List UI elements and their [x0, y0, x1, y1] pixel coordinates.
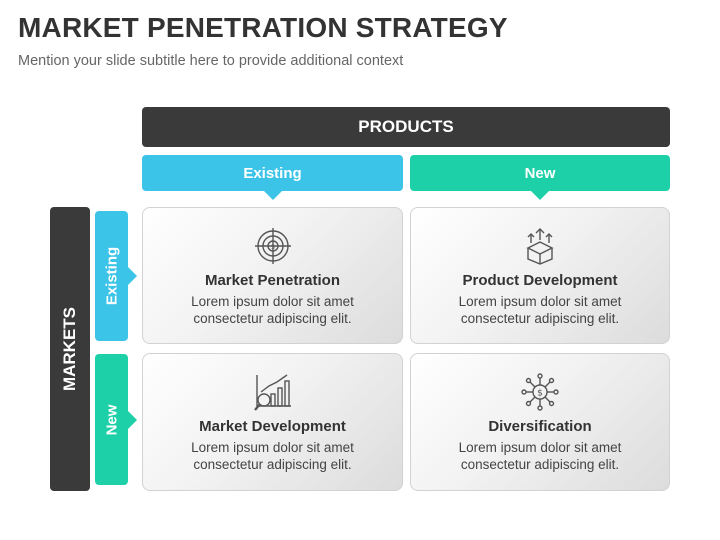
cell-desc-line2: consectetur adipiscing elit. [460, 311, 620, 326]
cell-desc-line1: Lorem ipsum dolor sit amet [191, 440, 354, 455]
markets-header: MARKETS [50, 207, 90, 491]
column-header-existing: Existing [142, 155, 403, 200]
products-header: PRODUCTS [142, 107, 670, 147]
row-label-new: New [103, 404, 120, 435]
cell-description: Lorem ipsum dolor sit amet consectetur a… [153, 439, 392, 473]
markets-label: MARKETS [60, 306, 79, 392]
slide-title: MARKET PENETRATION STRATEGY [18, 12, 508, 43]
cell-desc-line1: Lorem ipsum dolor sit amet [458, 294, 622, 309]
cell-desc-line1: Lorem ipsum dolor sit amet [191, 294, 354, 309]
cell-desc-line1: Lorem ipsum dolor sit amet [458, 440, 622, 455]
cell-diversification: $ Diversification Lorem ipsum dolor sit … [410, 353, 670, 491]
cell-description: Lorem ipsum dolor sit amet consectetur a… [421, 439, 659, 473]
row-label-existing: Existing [103, 246, 120, 306]
cell-title: Diversification [488, 418, 592, 435]
cell-market-development: Market Development Lorem ipsum dolor sit… [142, 353, 403, 491]
slide-subtitle: Mention your slide subtitle here to prov… [18, 53, 404, 69]
cell-market-penetration: $ Market Penetration Lorem ipsum dolor s… [142, 207, 403, 344]
cell-title: Market Penetration [204, 272, 341, 289]
cell-desc-line2: consectetur adipiscing elit. [193, 311, 352, 326]
cell-title: Market Development [199, 418, 346, 435]
cell-product-development: Product Development Lorem ipsum dolor si… [410, 207, 670, 344]
cell-title: Product Development [462, 272, 618, 289]
dollar-network-icon: $ [520, 372, 560, 412]
row-header-new: New [95, 354, 137, 485]
chart-magnifier-icon [253, 372, 293, 412]
cell-description: Lorem ipsum dolor sit amet consectetur a… [153, 293, 392, 327]
cell-desc-line2: consectetur adipiscing elit. [460, 457, 620, 472]
cell-description: Lorem ipsum dolor sit amet consectetur a… [421, 293, 659, 327]
svg-text:$: $ [270, 243, 274, 251]
row-header-existing: Existing [95, 211, 137, 341]
column-header-new: New [410, 155, 670, 200]
box-arrows-icon [520, 226, 560, 266]
svg-text:$: $ [537, 389, 543, 399]
target-icon: $ [253, 226, 293, 266]
cell-desc-line2: consectetur adipiscing elit. [193, 457, 352, 472]
